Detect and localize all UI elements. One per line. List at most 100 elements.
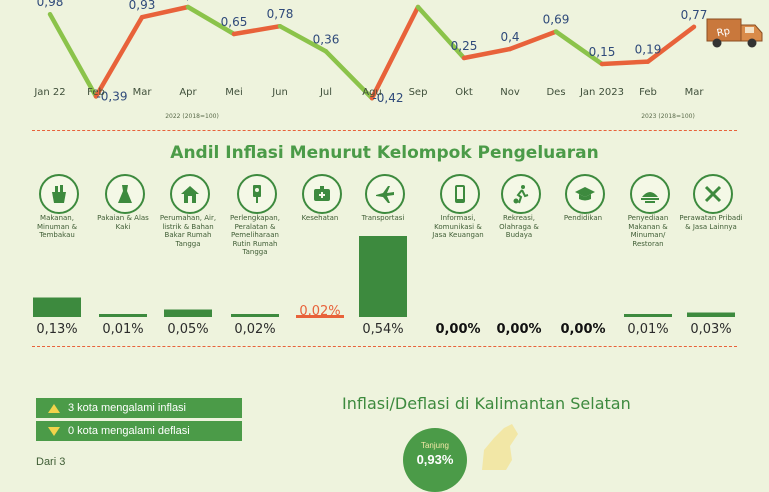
legend-deflasi: 0 kota mengalami deflasi xyxy=(36,421,242,441)
x-tick-label: Jun xyxy=(271,87,288,98)
bar xyxy=(359,236,407,317)
appliance-icon xyxy=(237,174,277,214)
bar xyxy=(164,309,212,317)
bar-value-label: 0,03% xyxy=(690,322,732,337)
group-name: Kesehatan xyxy=(301,214,339,222)
bars xyxy=(33,236,735,318)
house-icon xyxy=(170,174,210,214)
line-x-tick-labels: Jan 22 Feb Mar Apr Mei Jun Jul Agu Sep Okt Nov Des J… xyxy=(33,87,704,98)
line-segment xyxy=(369,4,421,101)
group-name: Perlengkapan, Peralatan & Pemeliharaan R… xyxy=(230,214,280,256)
group-name: Pakaian & Alas Kaki xyxy=(97,214,149,231)
tanjung-value: 0,93% xyxy=(416,452,454,467)
group-name: Makanan, Minuman & Tembakau xyxy=(36,214,78,239)
line-point-label: -0,42 xyxy=(372,91,403,105)
bar-value-label: 0,00% xyxy=(435,322,481,337)
kalsel-map xyxy=(482,424,518,470)
bar xyxy=(687,312,735,317)
line-point-label: 0,98 xyxy=(37,0,64,9)
line-segment xyxy=(139,4,191,20)
line-segment xyxy=(323,49,375,101)
line-point-label: 0,78 xyxy=(267,7,294,21)
x-tick-label: Jan 22 xyxy=(33,87,65,98)
group-name: Perawatan Pribadi & Jasa Lainnya xyxy=(679,214,743,231)
bar xyxy=(624,314,672,317)
bar-value-label: 0,13% xyxy=(36,322,78,337)
note-2022: 2022 (2018=100) xyxy=(165,113,219,120)
x-tick-label: Jan 2023 xyxy=(579,87,624,98)
restaurant-icon xyxy=(630,174,670,214)
group-name: Informasi, Komunikasi & Jasa Keuangan xyxy=(432,214,484,239)
line-point-label: 0,4 xyxy=(500,30,519,44)
group-name: Penyediaan Makanan & Minuman/ Restoran xyxy=(627,214,669,248)
monthly-inflation-line-chart: 0,98 -0,39 0,93 1,1 0,65 0,78 0,36 -0,42 0,25 0,4… xyxy=(33,0,708,120)
legend-inflasi-text: 3 kota mengalami inflasi xyxy=(68,402,187,414)
truck-icon: Rp xyxy=(706,18,763,48)
x-tick-label: Jul xyxy=(319,87,332,98)
line-segment xyxy=(645,24,697,64)
bar-value-label: 0,54% xyxy=(362,322,404,337)
line-segment xyxy=(599,59,651,67)
airplane-icon xyxy=(365,174,405,214)
line-segment xyxy=(415,4,467,61)
line-segment xyxy=(185,4,237,37)
x-tick-label: Nov xyxy=(500,87,520,98)
andil-bar-chart xyxy=(33,236,735,318)
line-point-label: -0,39 xyxy=(96,89,127,103)
x-tick-label: Mei xyxy=(225,87,243,98)
smartphone-icon xyxy=(440,174,480,214)
bar-value-label: 0,05% xyxy=(167,322,209,337)
bar xyxy=(296,315,344,318)
first-aid-icon xyxy=(302,174,342,214)
line-segment xyxy=(277,23,329,54)
line-segment xyxy=(461,46,513,61)
andil-title: Andil Inflasi Menurut Kelompok Pengeluar… xyxy=(170,143,599,163)
x-tick-label: Apr xyxy=(179,87,197,98)
legend-deflasi-text: 0 kota mengalami deflasi xyxy=(68,425,190,437)
groceries-icon xyxy=(39,174,79,214)
tanjung-bubble: Tanjung 0,93% xyxy=(403,428,467,492)
group-name: Transportasi xyxy=(361,214,405,222)
note-2023: 2023 (2018=100) xyxy=(641,113,695,120)
x-tick-label: Mar xyxy=(133,87,153,98)
line-segments xyxy=(47,4,697,101)
bar xyxy=(33,297,81,317)
separator-bottom xyxy=(32,346,737,347)
x-tick-label: Feb xyxy=(639,87,657,98)
line-point-label: 1,1 xyxy=(178,0,197,2)
soccer-icon xyxy=(501,174,541,214)
line-segment xyxy=(507,29,559,52)
group-name: Pendidikan xyxy=(563,214,603,222)
group-name: Perumahan, Air, listrik & Bahan Bakar Ru… xyxy=(159,214,217,248)
line-point-label: 0,25 xyxy=(451,39,478,53)
line-point-label: 0,19 xyxy=(635,43,662,57)
dari-text: Dari 3 xyxy=(36,456,66,468)
x-tick-label: Des xyxy=(546,87,565,98)
bar xyxy=(231,314,279,317)
line-segment xyxy=(47,11,99,99)
bar-value-label: 0,02% xyxy=(234,322,276,337)
line-point-label: 0,69 xyxy=(543,13,570,27)
line-segment xyxy=(93,14,145,99)
separator-top xyxy=(32,130,737,131)
bar xyxy=(99,314,147,317)
line-point-label: 0,36 xyxy=(313,32,340,46)
group-name: Rekreasi, Olahraga & Budaya xyxy=(499,214,539,239)
truck-label: Rp xyxy=(716,26,731,40)
infographic: 0,98 -0,39 0,93 1,1 0,65 0,78 0,36 -0,42 0,25 0,4… xyxy=(32,0,763,492)
bar-value-label: 0,01% xyxy=(102,322,144,337)
down-arrow-icon xyxy=(48,426,60,436)
line-point-labels: 0,98 -0,39 0,93 1,1 0,65 0,78 0,36 -0,42 0,25 0,4… xyxy=(37,0,708,105)
bar-value-label: 0,00% xyxy=(496,322,542,337)
x-tick-label: Feb xyxy=(87,87,105,98)
line-point-label: 0,93 xyxy=(129,0,156,12)
line-segment xyxy=(231,23,283,37)
tools-icon xyxy=(693,174,733,214)
bar-value-label: 0,01% xyxy=(627,322,669,337)
legend-inflasi: 3 kota mengalami inflasi xyxy=(36,398,242,418)
graduation-cap-icon xyxy=(565,174,605,214)
tanjung-name: Tanjung xyxy=(420,441,450,450)
line-segment xyxy=(553,29,605,67)
map-title: Inflasi/Deflasi di Kalimantan Selatan xyxy=(342,394,631,413)
x-tick-label: Mar xyxy=(685,87,705,98)
